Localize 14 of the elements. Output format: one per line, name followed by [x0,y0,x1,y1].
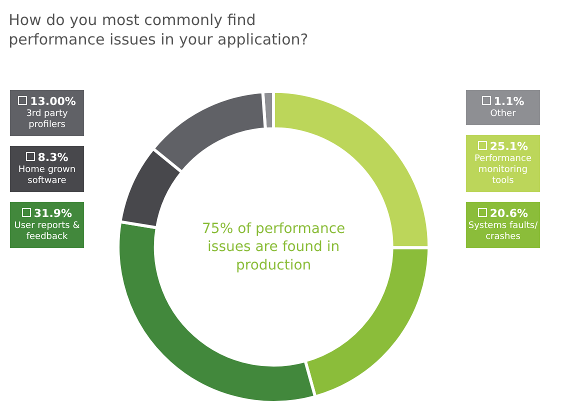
data-label: 25.1% [488,140,530,154]
legend-label: Other [490,109,516,119]
data-label: 1.1% [492,95,526,109]
data-label: 20.6% [488,207,530,221]
legend-label: Performance monitoring tools [474,154,532,186]
legend-label: Systems faults/ crashes [468,221,538,242]
chart-title: How do you most commonly find performance issues in your application? [8,10,308,48]
legend-label: User reports & feedback [14,221,80,242]
legend-label: Home grown software [18,165,76,186]
legend-label: 3rd party profilers [26,109,68,130]
data-label: 31.9% [32,207,73,221]
text: 75% of performance issues are found in production [202,221,346,274]
data-label: 13.00% [29,95,77,109]
data-label: 8.3% [36,151,70,165]
